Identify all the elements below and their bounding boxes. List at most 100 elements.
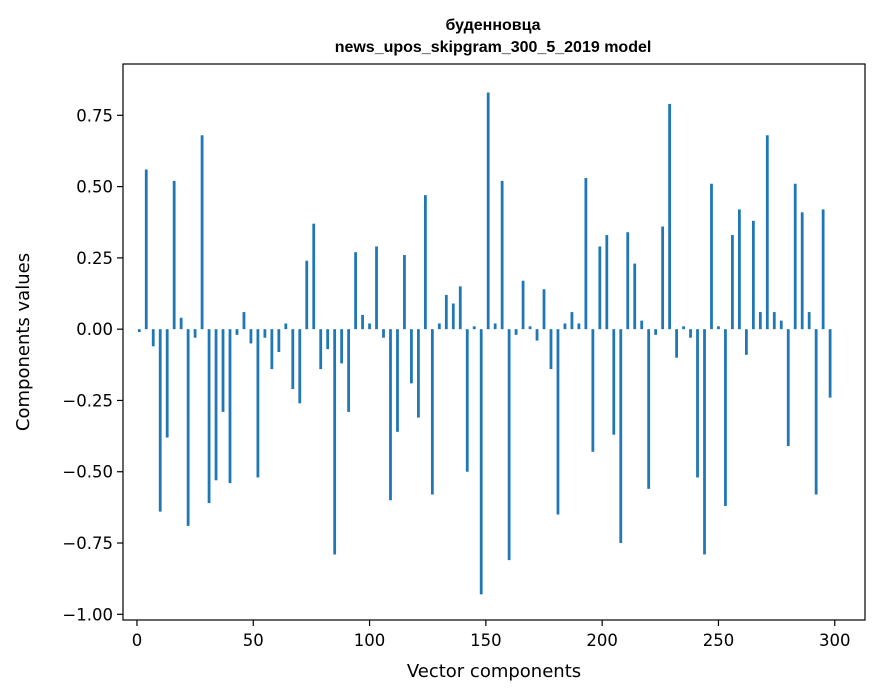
x-tick-label: 50 <box>243 631 264 650</box>
bar <box>396 329 399 432</box>
y-tick-label: −0.25 <box>62 391 113 410</box>
bar <box>151 329 155 347</box>
bar <box>382 329 385 338</box>
bar <box>263 329 267 338</box>
bar <box>221 329 225 412</box>
bar <box>640 320 644 330</box>
bar <box>717 326 720 330</box>
bar <box>298 329 302 404</box>
bar <box>772 312 776 330</box>
bar <box>703 329 706 555</box>
bar <box>423 195 427 330</box>
bar <box>521 280 525 330</box>
bar <box>542 289 546 330</box>
x-tick-label: 200 <box>586 631 618 650</box>
y-tick-label: 0.75 <box>76 106 113 125</box>
bar <box>696 329 699 478</box>
bar <box>270 329 274 370</box>
bar <box>661 226 665 330</box>
bar <box>535 329 539 341</box>
bar <box>165 329 169 438</box>
bar <box>563 323 567 330</box>
x-tick-label: 150 <box>470 631 502 650</box>
x-tick-label: 300 <box>819 631 851 650</box>
bar <box>479 329 483 595</box>
bar <box>528 326 532 330</box>
bar <box>249 329 253 344</box>
bar <box>340 329 344 364</box>
bar <box>486 92 490 330</box>
plot-frame <box>122 63 866 621</box>
bar <box>354 252 357 330</box>
x-tick-label: 100 <box>354 631 386 650</box>
y-tick-label: 0.25 <box>76 249 113 268</box>
bar <box>228 329 232 484</box>
bar <box>570 312 574 330</box>
bar <box>207 329 211 504</box>
bar <box>465 329 469 472</box>
bar <box>584 178 588 330</box>
bar <box>193 329 197 338</box>
bar <box>361 314 364 330</box>
bar <box>368 323 371 330</box>
bar <box>444 294 448 330</box>
bar <box>793 183 797 330</box>
bar <box>668 103 672 330</box>
bar <box>612 329 616 435</box>
bar <box>451 303 455 330</box>
bar <box>256 329 260 478</box>
y-tick-label: −0.50 <box>62 463 113 482</box>
bar <box>675 329 678 358</box>
bar <box>731 235 734 330</box>
bar <box>284 323 288 330</box>
bar <box>758 312 762 330</box>
bar <box>235 329 239 335</box>
bar <box>186 329 190 526</box>
bar <box>389 329 392 501</box>
bar <box>312 223 316 330</box>
bar <box>765 135 769 330</box>
bar <box>689 329 692 338</box>
y-tick-label: 0.50 <box>76 178 113 197</box>
bar <box>654 329 658 335</box>
bar <box>786 329 790 447</box>
bar <box>619 329 623 544</box>
bar <box>430 329 434 495</box>
bar <box>821 209 825 330</box>
x-axis-label: Vector components <box>407 661 581 682</box>
bar <box>410 329 413 384</box>
chart-subtitle: news_upos_skipgram_300_5_2019 model <box>335 39 652 56</box>
bar <box>137 329 141 333</box>
bar <box>277 329 281 352</box>
bar <box>403 255 406 330</box>
bar <box>779 320 783 330</box>
bar <box>417 329 420 418</box>
x-tick-label: 250 <box>703 631 735 650</box>
bar <box>500 180 504 330</box>
bar <box>179 317 183 330</box>
bar <box>214 329 218 481</box>
bar <box>647 329 651 489</box>
bar <box>172 180 176 330</box>
bar <box>598 246 602 330</box>
bar <box>807 312 811 330</box>
bar <box>744 329 748 355</box>
bar <box>493 323 497 330</box>
bar <box>724 329 727 506</box>
x-tick-label: 0 <box>132 631 143 650</box>
bar <box>472 326 476 330</box>
bar <box>814 329 818 495</box>
bar <box>144 169 148 330</box>
bar <box>605 235 609 330</box>
bar <box>556 329 560 515</box>
bar <box>800 212 804 330</box>
bar <box>828 329 832 398</box>
chart-title: буденновца <box>445 17 540 34</box>
bar <box>710 183 713 330</box>
bar <box>633 263 637 330</box>
bar <box>375 246 378 330</box>
bar <box>507 329 511 561</box>
bar <box>577 323 581 330</box>
y-tick-label: −0.75 <box>62 534 113 553</box>
